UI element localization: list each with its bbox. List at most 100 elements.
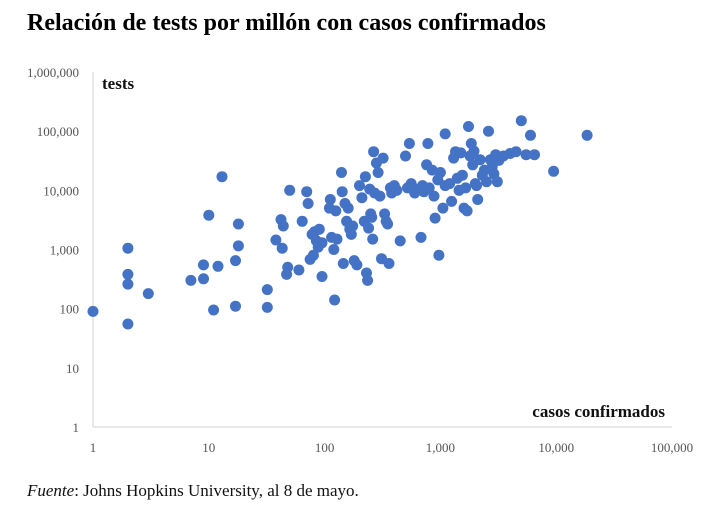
source-text: : Johns Hopkins University, al 8 de mayo… [74,481,359,500]
data-point [276,242,288,254]
data-point [548,165,560,177]
data-point [400,150,411,162]
data-point [351,259,363,271]
data-point [529,149,540,161]
data-point [313,223,325,235]
x-tick-label: 1,000 [426,440,455,455]
data-point [368,146,380,158]
data-point [261,284,273,296]
data-point [456,169,468,181]
data-point [208,304,220,316]
x-tick-labels: 1 10 100 1,000 10,000 100,000 [90,440,693,455]
data-point [382,218,394,230]
data-point [307,249,319,261]
data-point [198,273,209,285]
data-point [354,180,365,192]
data-point [391,184,403,196]
data-point [383,258,395,269]
data-point [472,194,484,205]
data-point [460,182,472,194]
data-point [434,167,446,178]
data-point [422,138,434,149]
data-point [394,235,406,247]
data-point [481,176,492,188]
data-point [367,233,379,245]
data-point [363,222,375,234]
data-point [296,215,308,227]
data-point [336,186,348,198]
data-point [230,255,241,267]
data-point [232,240,244,252]
data-point [415,231,427,243]
data-point [356,192,368,204]
data-point [331,233,343,245]
data-point [347,220,359,232]
data-point [423,182,435,194]
x-tick-label: 10,000 [538,440,574,455]
data-point [277,220,289,232]
data-point [230,300,241,312]
data-point [122,318,134,330]
data-point [403,138,415,149]
data-point [284,184,296,196]
data-point [203,209,215,221]
data-point [282,261,294,273]
data-point [377,152,389,164]
data-point [428,190,440,202]
data-point [324,194,336,205]
source-note: Fuente: Johns Hopkins University, al 8 d… [27,481,359,501]
data-point [372,167,384,178]
x-tick-label: 100,000 [651,440,693,455]
data-point [461,205,473,217]
data-point [581,129,593,141]
data-point [483,125,494,137]
data-point [87,305,99,317]
data-point [471,180,482,192]
y-tick-label: 1,000,000 [27,65,79,80]
data-point [329,294,341,306]
data-point [362,274,374,286]
data-point [510,146,522,158]
data-point [491,176,503,188]
data-point [468,145,480,157]
data-point [316,271,328,282]
data-point [336,167,347,178]
data-point [302,198,314,209]
data-point [520,149,532,161]
data-point [337,258,349,269]
data-point [212,260,224,272]
data-point [474,154,486,166]
data-point [122,242,134,254]
data-point [444,178,456,190]
y-tick-label: 10 [66,361,79,376]
data-point [439,128,451,140]
data-point [525,129,536,141]
data-point [429,212,441,224]
data-point [463,121,474,132]
y-tick-label: 1,000 [50,243,79,258]
data-point [122,278,134,290]
y-tick-labels: 1 10 100 1,000 10,000 100,000 1,000,000 [27,65,79,435]
data-point [374,190,386,202]
source-label: Fuente [27,481,75,500]
data-point [316,237,328,249]
data-point [437,202,449,214]
data-point [122,268,134,280]
data-point [345,228,357,240]
y-tick-label: 100,000 [37,124,79,139]
data-point [216,171,228,183]
data-point [142,288,154,300]
data-point [261,301,273,313]
data-point [198,259,209,271]
data-point [301,186,313,198]
data-point [185,274,197,286]
y-tick-label: 100 [60,302,80,317]
x-tick-label: 1 [90,440,97,455]
data-point [328,244,340,255]
data-point [330,205,342,217]
data-point [293,264,305,276]
data-points [87,115,593,330]
chart-title: Relación de tests por millón con casos c… [27,10,546,36]
data-point [342,202,354,214]
